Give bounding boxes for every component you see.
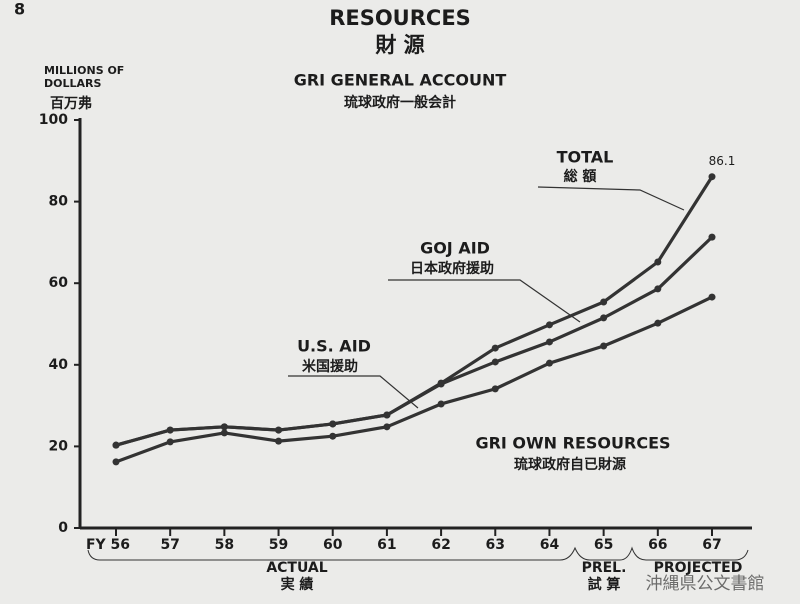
x-tick-label: 66 (648, 537, 667, 553)
pointer (288, 375, 419, 409)
data-point (545, 338, 553, 346)
y-tick-label: 0 (58, 520, 68, 536)
data-point (220, 429, 228, 437)
data-point (545, 359, 553, 367)
data-point (600, 342, 608, 350)
y-axis-label: MILLIONS OF DOLLARS (44, 64, 125, 90)
data-point (545, 321, 553, 329)
value-label: 86.1 (709, 154, 736, 168)
y-label-box: MILLIONS OF DOLLARS (44, 64, 125, 90)
data-point (383, 423, 391, 431)
data-point (220, 423, 228, 431)
data-point (383, 411, 391, 419)
period-label: PREL. (582, 560, 627, 576)
pointer (537, 186, 685, 211)
series-label: TOTAL (557, 148, 614, 167)
data-point (654, 258, 662, 266)
data-point (654, 319, 662, 327)
x-tick-label: 60 (323, 537, 343, 553)
y-tick-label: 100 (39, 112, 68, 128)
data-point (166, 426, 174, 434)
subtitle-ja: 琉球政府一般会計 (344, 94, 456, 111)
data-point (491, 344, 499, 352)
x-tick-label: 59 (269, 537, 288, 553)
y-axis-label-ja: 百万弗 (50, 95, 92, 112)
data-point (600, 314, 608, 322)
y-tick-label: 20 (49, 438, 69, 454)
data-point (708, 293, 716, 301)
data-point (275, 437, 283, 445)
x-tick-label: 61 (377, 537, 396, 553)
data-point (166, 438, 174, 446)
series-label-ja: 総 額 (564, 168, 597, 185)
subtitle: GRI GENERAL ACCOUNT (294, 71, 507, 90)
period-label: ACTUAL (266, 560, 327, 576)
data-point (491, 385, 499, 393)
data-point (708, 173, 716, 181)
data-point (437, 400, 445, 408)
data-point (112, 441, 120, 449)
x-tick-label: 67 (702, 537, 721, 553)
pointer (388, 279, 581, 323)
annotation-ja: 米国援助 (302, 358, 358, 375)
period-brace (87, 546, 749, 561)
series-label-ja: 琉球政府自已財源 (514, 456, 626, 473)
chart-title-ja: 財 源 (375, 33, 424, 57)
x-tick-label: 62 (431, 537, 450, 553)
chart-title: RESOURCES (329, 6, 471, 30)
x-tick-label: 65 (594, 537, 613, 553)
data-point (708, 233, 716, 241)
watermark: 沖縄県公文書館 (646, 574, 765, 594)
x-tick-label: 58 (215, 537, 234, 553)
data-point (275, 426, 283, 434)
x-tick-label: 57 (160, 537, 179, 553)
y-tick-label: 80 (49, 194, 69, 210)
series-label: GRI OWN RESOURCES (475, 434, 670, 453)
data-point (329, 420, 337, 428)
x-tick-label: 63 (486, 537, 505, 553)
series-label: GOJ AID (420, 239, 490, 258)
data-line (115, 235, 714, 447)
data-point (491, 358, 499, 366)
data-point (437, 380, 445, 388)
data-line (115, 295, 713, 464)
x-tick-label: 64 (540, 537, 560, 553)
data-point (112, 458, 120, 466)
period-label-ja: 実 績 (281, 576, 314, 593)
annotation: U.S. AID (297, 337, 371, 356)
y-tick-label: 60 (49, 275, 69, 291)
series-label-ja: 日本政府援助 (410, 260, 494, 277)
x-tick-label: FY 56 (86, 537, 130, 553)
data-point (654, 285, 662, 293)
page-number: 8 (14, 0, 25, 19)
data-point (600, 298, 608, 306)
y-tick-label: 40 (49, 357, 69, 373)
data-point (329, 432, 337, 440)
period-label: PROJECTED (654, 560, 743, 576)
period-label-ja: 試 算 (588, 576, 621, 593)
